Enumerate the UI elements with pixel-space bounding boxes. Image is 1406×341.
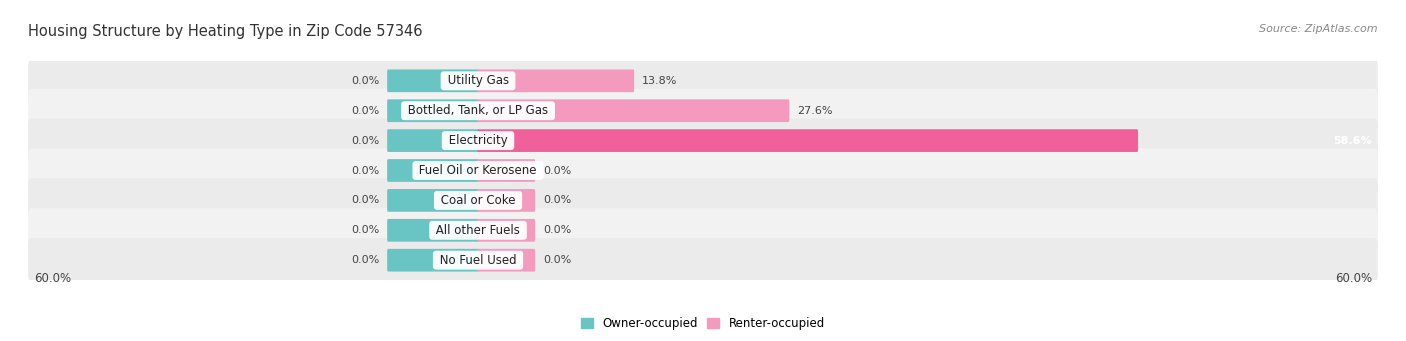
Text: 0.0%: 0.0% — [352, 225, 380, 235]
Text: 0.0%: 0.0% — [543, 165, 571, 176]
FancyBboxPatch shape — [477, 70, 634, 92]
Text: 0.0%: 0.0% — [352, 76, 380, 86]
FancyBboxPatch shape — [387, 159, 479, 182]
FancyBboxPatch shape — [477, 129, 1137, 152]
FancyBboxPatch shape — [28, 178, 1378, 223]
Legend: Owner-occupied, Renter-occupied: Owner-occupied, Renter-occupied — [576, 312, 830, 335]
Text: 60.0%: 60.0% — [1336, 272, 1372, 285]
FancyBboxPatch shape — [387, 249, 479, 271]
FancyBboxPatch shape — [387, 189, 479, 212]
Text: 0.0%: 0.0% — [352, 255, 380, 265]
FancyBboxPatch shape — [477, 159, 536, 182]
Text: 0.0%: 0.0% — [543, 195, 571, 205]
FancyBboxPatch shape — [28, 238, 1378, 282]
Text: 0.0%: 0.0% — [543, 255, 571, 265]
FancyBboxPatch shape — [28, 89, 1378, 133]
Text: 27.6%: 27.6% — [797, 106, 832, 116]
Text: Fuel Oil or Kerosene: Fuel Oil or Kerosene — [415, 164, 541, 177]
Text: Utility Gas: Utility Gas — [444, 74, 512, 87]
Text: Electricity: Electricity — [444, 134, 512, 147]
FancyBboxPatch shape — [387, 99, 479, 122]
Text: No Fuel Used: No Fuel Used — [436, 254, 520, 267]
FancyBboxPatch shape — [387, 219, 479, 242]
Text: 0.0%: 0.0% — [352, 106, 380, 116]
FancyBboxPatch shape — [477, 219, 536, 242]
Text: All other Fuels: All other Fuels — [432, 224, 524, 237]
Text: Source: ZipAtlas.com: Source: ZipAtlas.com — [1260, 24, 1378, 34]
Text: 13.8%: 13.8% — [643, 76, 678, 86]
FancyBboxPatch shape — [28, 59, 1378, 103]
Text: 58.6%: 58.6% — [1334, 136, 1372, 146]
Text: 0.0%: 0.0% — [352, 165, 380, 176]
FancyBboxPatch shape — [477, 99, 789, 122]
FancyBboxPatch shape — [477, 189, 536, 212]
Text: 0.0%: 0.0% — [543, 225, 571, 235]
FancyBboxPatch shape — [387, 129, 479, 152]
Text: 0.0%: 0.0% — [352, 195, 380, 205]
Text: Housing Structure by Heating Type in Zip Code 57346: Housing Structure by Heating Type in Zip… — [28, 24, 423, 39]
FancyBboxPatch shape — [28, 118, 1378, 163]
Text: Bottled, Tank, or LP Gas: Bottled, Tank, or LP Gas — [404, 104, 553, 117]
FancyBboxPatch shape — [28, 208, 1378, 252]
Text: 0.0%: 0.0% — [352, 136, 380, 146]
FancyBboxPatch shape — [28, 148, 1378, 193]
FancyBboxPatch shape — [387, 70, 479, 92]
Text: 60.0%: 60.0% — [34, 272, 70, 285]
FancyBboxPatch shape — [477, 249, 536, 271]
Text: Coal or Coke: Coal or Coke — [437, 194, 519, 207]
